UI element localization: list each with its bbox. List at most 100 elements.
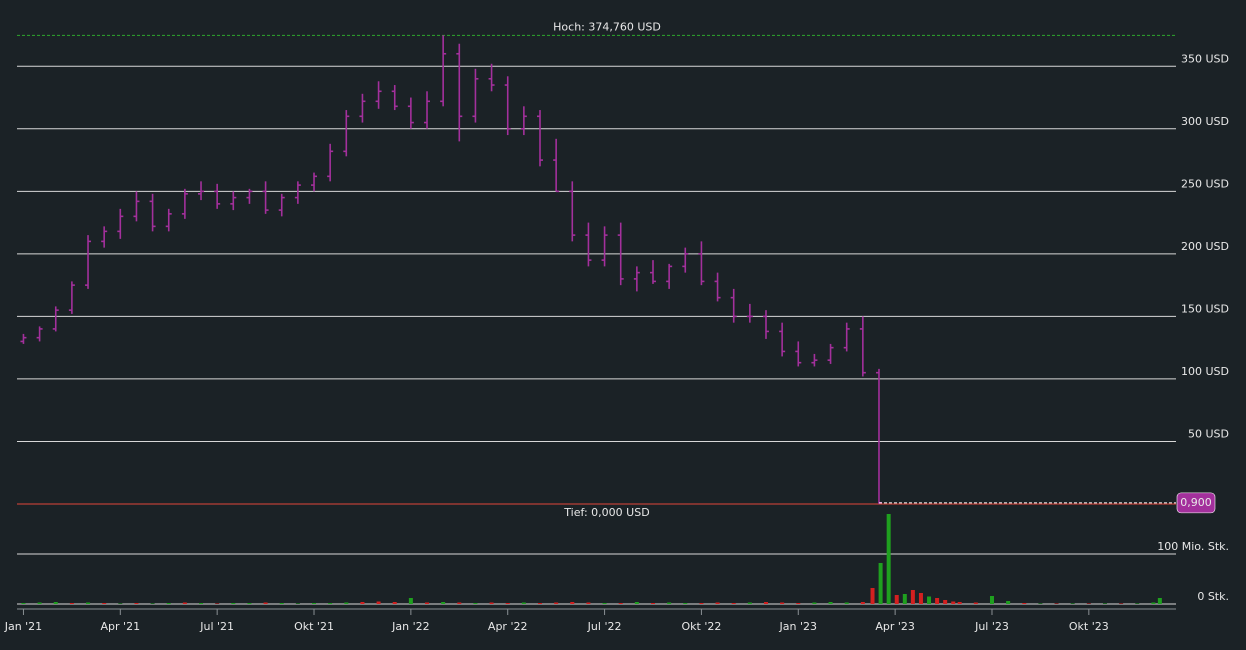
volume-bar: [328, 603, 333, 604]
volume-bar: [21, 603, 26, 604]
volume-bar: [295, 603, 300, 604]
x-tick-label: Jan '22: [391, 620, 429, 633]
volume-tick-label: 100 Mio. Stk.: [1157, 540, 1229, 553]
last-price-label: 0,900: [1180, 496, 1212, 509]
volume-bar: [699, 603, 704, 604]
y-tick-label: 350 USD: [1181, 52, 1229, 65]
volume-bar: [215, 603, 220, 604]
volume-bar: [279, 603, 284, 604]
volume-bar: [918, 593, 923, 604]
volume-bar: [53, 602, 58, 604]
volume-bar: [1086, 603, 1091, 604]
volume-bar: [860, 602, 865, 604]
volume-bar: [650, 603, 655, 604]
volume-bar: [894, 595, 899, 604]
y-tick-label: 50 USD: [1188, 427, 1229, 440]
x-tick-label: Okt '23: [1069, 620, 1109, 633]
x-tick-label: Apr '23: [875, 620, 915, 633]
volume-bar: [780, 602, 785, 604]
volume-bar: [957, 602, 962, 604]
volume-bar: [150, 603, 155, 604]
volume-bar: [747, 602, 752, 604]
volume-bar: [602, 603, 607, 604]
volume-bar: [878, 563, 883, 604]
volume-bar: [344, 602, 349, 604]
volume-bar: [763, 602, 768, 604]
volume-bar: [1038, 603, 1043, 604]
low-label: Tief: 0,000 USD: [563, 506, 649, 519]
volume-bar: [376, 601, 381, 604]
volume-bar: [554, 602, 559, 604]
y-tick-label: 300 USD: [1181, 115, 1229, 128]
volume-bar: [199, 603, 204, 604]
volume-bar: [166, 603, 171, 604]
volume-bar: [951, 601, 956, 604]
volume-bar: [1022, 603, 1027, 604]
volume-bar: [538, 603, 543, 604]
volume-bar: [231, 603, 236, 604]
x-tick-label: Jul '23: [974, 620, 1009, 633]
x-tick-label: Apr '21: [101, 620, 141, 633]
volume-bar: [1006, 601, 1011, 604]
volume-bar: [667, 602, 672, 604]
volume-bar: [118, 603, 123, 604]
x-tick-label: Jan '23: [779, 620, 817, 633]
x-tick-label: Okt '22: [681, 620, 721, 633]
volume-bar: [489, 602, 494, 604]
volume-bar: [943, 600, 948, 604]
volume-bar: [1102, 603, 1107, 604]
y-tick-label: 150 USD: [1181, 302, 1229, 315]
volume-bar: [902, 594, 907, 604]
volume-bar: [989, 596, 994, 604]
volume-bar: [586, 602, 591, 604]
volume-bar: [973, 602, 978, 604]
volume-bar: [870, 588, 875, 604]
volume-bar: [182, 602, 187, 604]
volume-bar: [570, 602, 575, 604]
volume-bar: [844, 602, 849, 604]
volume-bar: [408, 598, 413, 604]
volume-bar: [683, 603, 688, 604]
volume-bar: [1151, 602, 1156, 604]
volume-bar: [134, 603, 139, 604]
volume-bar: [618, 603, 623, 604]
volume-bar: [263, 602, 268, 604]
y-tick-label: 100 USD: [1181, 365, 1229, 378]
volume-bar: [247, 603, 252, 604]
volume-bar: [935, 598, 940, 604]
volume-bar: [37, 602, 42, 604]
volume-bar: [1119, 603, 1124, 604]
volume-bar: [457, 602, 462, 604]
volume-bar: [886, 514, 891, 604]
volume-bar: [634, 602, 639, 604]
volume-bar: [1054, 603, 1059, 604]
x-tick-label: Jul '22: [587, 620, 622, 633]
high-label: Hoch: 374,760 USD: [553, 20, 661, 33]
volume-bar: [715, 602, 720, 604]
volume-bar: [441, 602, 446, 604]
volume-bar: [425, 602, 430, 604]
last-price-box: [1176, 492, 1216, 514]
volume-bar: [69, 603, 74, 604]
volume-bar: [828, 602, 833, 604]
volume-bar: [796, 603, 801, 604]
volume-bar: [1070, 603, 1075, 604]
volume-bar: [927, 596, 932, 604]
volume-bar: [521, 602, 526, 604]
volume-bar: [731, 603, 736, 604]
volume-bar: [812, 602, 817, 604]
volume-bar: [1157, 598, 1162, 604]
volume-tick-label: 0 Stk.: [1197, 590, 1229, 603]
x-tick-label: Jul '21: [199, 620, 234, 633]
volume-bar: [505, 603, 510, 604]
volume-bar: [910, 590, 915, 604]
volume-bar: [473, 603, 478, 604]
volume-bar: [86, 602, 91, 604]
x-tick-label: Jan '21: [4, 620, 42, 633]
volume-bar: [312, 603, 317, 604]
volume-bar: [392, 602, 397, 604]
volume-bar: [360, 602, 365, 604]
volume-bar: [1135, 603, 1140, 604]
